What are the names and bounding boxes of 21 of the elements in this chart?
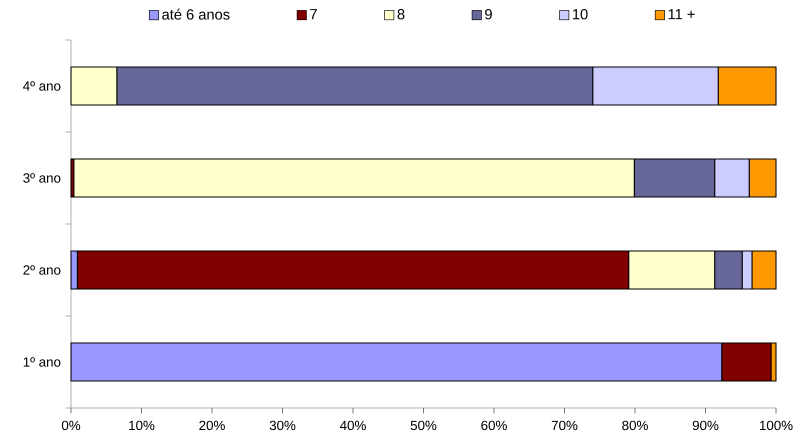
x-tick-label: 50% — [410, 420, 436, 430]
y-tick-label: 2º ano — [23, 265, 60, 275]
x-tick-label: 60% — [481, 420, 507, 430]
y-tick-label: 1º ano — [24, 357, 60, 367]
legend-label: 11 + — [668, 9, 695, 20]
x-tick-label: 10% — [129, 420, 154, 430]
legend-label: 9 — [485, 9, 492, 20]
x-tick-label: 20% — [199, 420, 225, 430]
legend-label: até 6 anos — [162, 8, 230, 20]
legend-label: 8 — [398, 9, 404, 20]
y-tick-label: 4º ano — [23, 81, 60, 91]
legend-label: 10 — [573, 9, 588, 20]
x-tick-label: 90% — [692, 420, 718, 430]
x-tick-label: 0% — [62, 420, 80, 430]
x-tick-label: 40% — [340, 420, 366, 430]
x-tick-label: 80% — [622, 420, 648, 430]
y-tick-label: 3º ano — [23, 173, 60, 183]
x-tick-label: 70% — [552, 420, 578, 430]
legend-label: 7 — [310, 9, 317, 20]
x-tick-label: 100% — [760, 420, 793, 430]
x-tick-label: 30% — [270, 420, 296, 430]
